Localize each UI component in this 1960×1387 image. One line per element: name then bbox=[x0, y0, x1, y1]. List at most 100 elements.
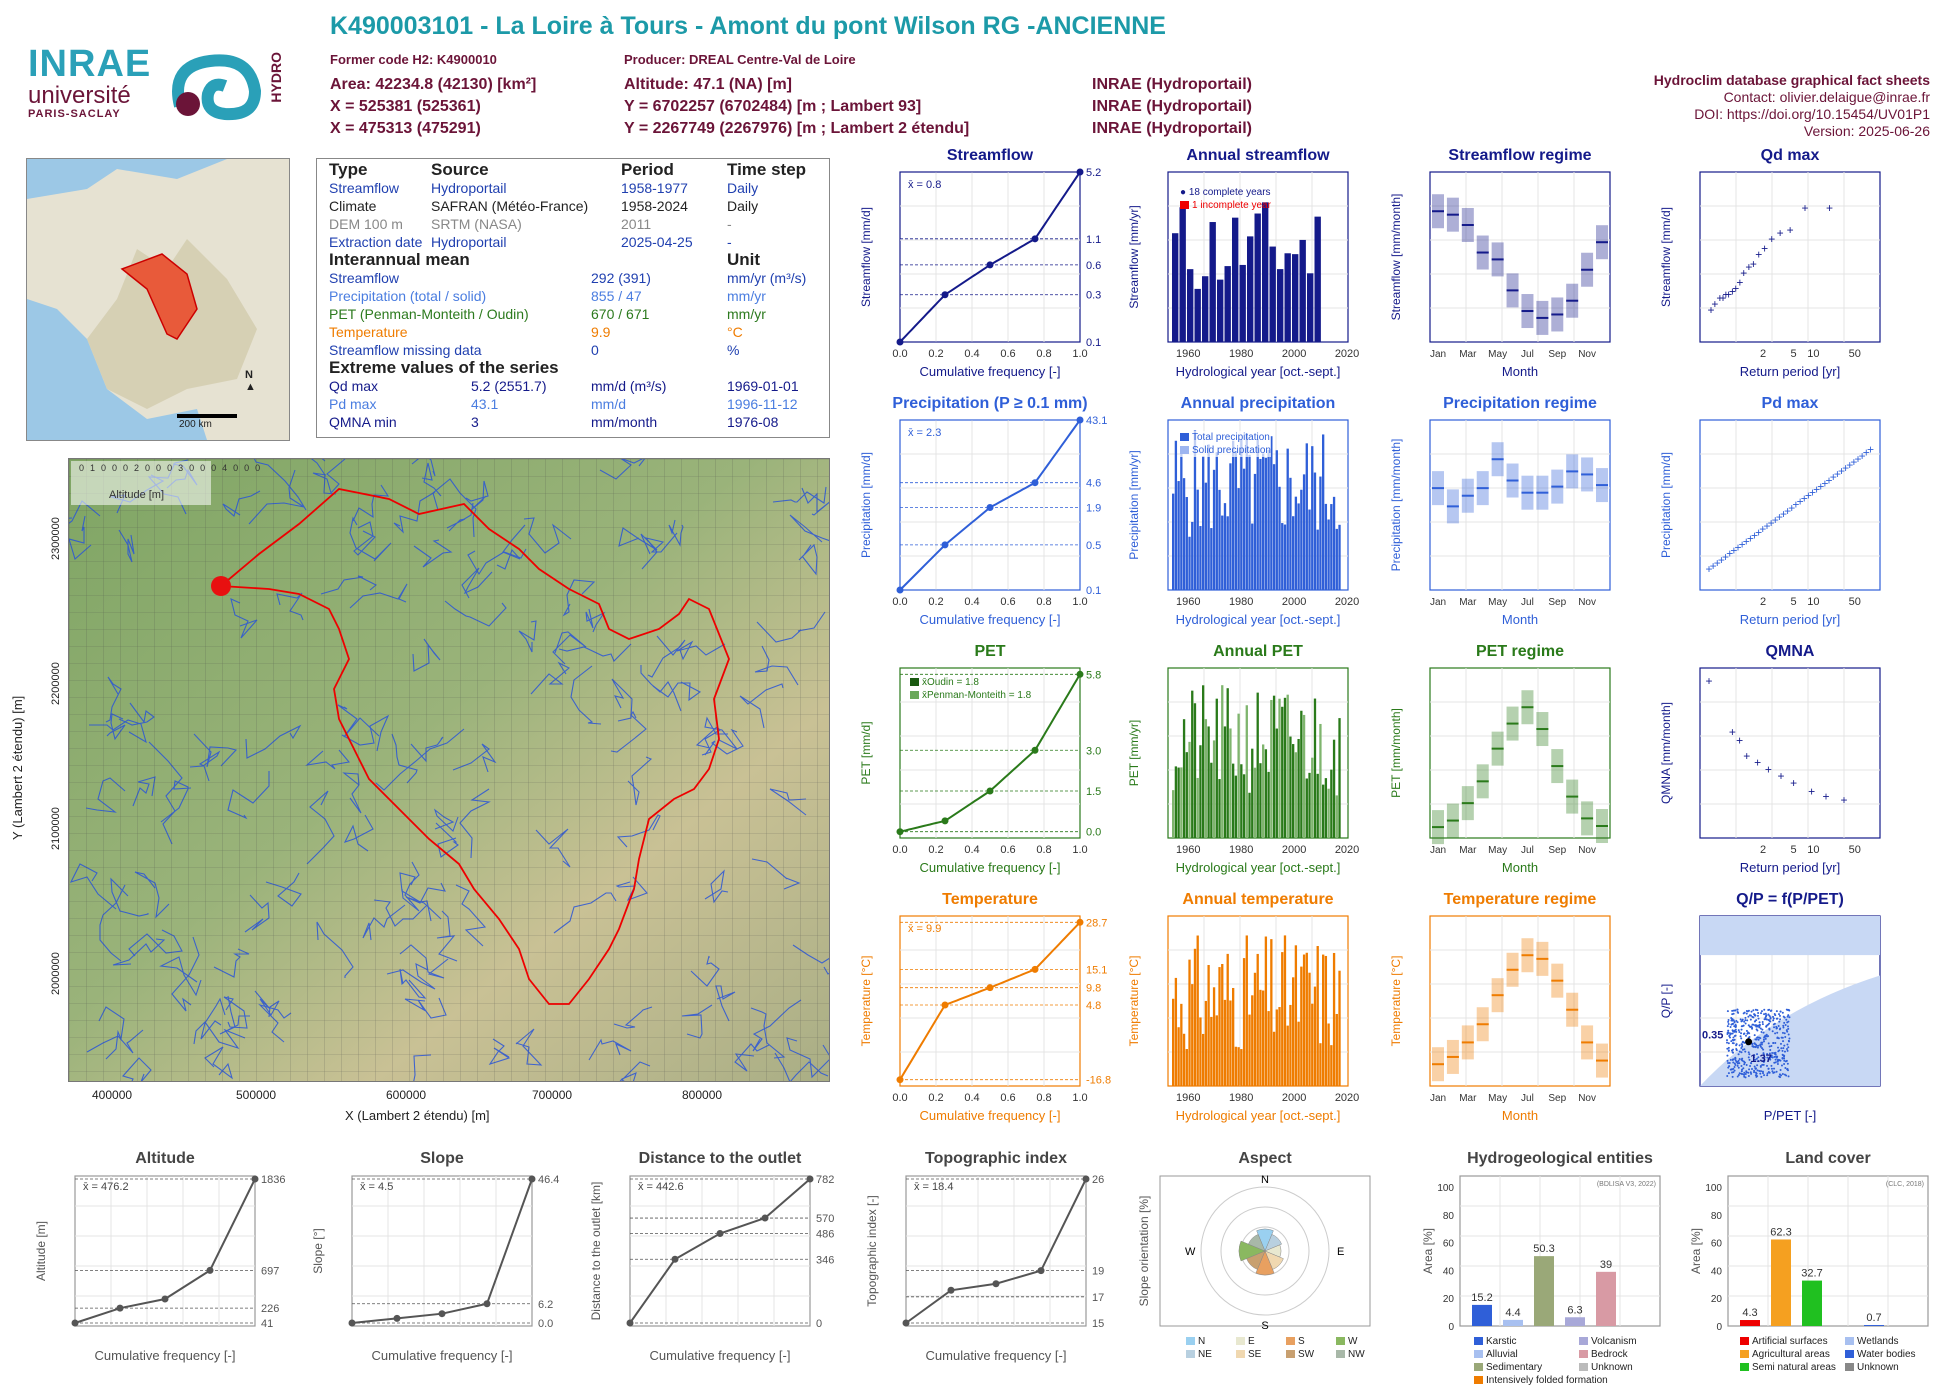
annual-bar bbox=[1256, 953, 1259, 1086]
qp-point bbox=[1741, 1048, 1744, 1051]
category-bar bbox=[1740, 1320, 1760, 1326]
x-axis-label: Cumulative frequency [-] bbox=[920, 364, 1061, 379]
return-period-point: + bbox=[1826, 473, 1833, 487]
mean-label: x̄ = 2.3 bbox=[908, 427, 941, 439]
x-tick-label: Mar bbox=[1459, 845, 1477, 856]
curve-point bbox=[986, 787, 994, 795]
qp-point bbox=[1741, 1059, 1744, 1062]
x-tick-label: 0.8 bbox=[1036, 844, 1051, 856]
qp-point bbox=[1739, 1035, 1742, 1038]
annual-bar bbox=[1322, 434, 1325, 590]
x-tick-label: 1960 bbox=[1176, 596, 1200, 608]
qp-point bbox=[1726, 1041, 1729, 1044]
x-tick-label: 1960 bbox=[1176, 1092, 1200, 1104]
chart-title: Annual precipitation bbox=[1180, 395, 1336, 412]
x-tick-label: 0.2 bbox=[928, 844, 943, 856]
qp-point bbox=[1752, 1023, 1755, 1026]
annual-bar bbox=[1226, 688, 1229, 838]
annual-bar bbox=[1262, 453, 1265, 590]
annual-bar bbox=[1302, 954, 1306, 1086]
qp-point bbox=[1784, 1024, 1787, 1027]
qp-point bbox=[1756, 1036, 1759, 1039]
annual-bar bbox=[1297, 738, 1300, 838]
map-xtick: 700000 bbox=[532, 1088, 573, 1102]
qp-point bbox=[1757, 1056, 1760, 1059]
rose-label: N bbox=[1261, 1174, 1269, 1186]
right-tick-label: 3.0 bbox=[1086, 745, 1101, 757]
qp-point bbox=[1744, 1016, 1747, 1019]
qp-point bbox=[1786, 1049, 1789, 1052]
x-tick-label: 2000 bbox=[1282, 348, 1306, 360]
x-tick-label: 2020 bbox=[1335, 348, 1359, 360]
x-tick-label: 2020 bbox=[1335, 844, 1359, 856]
annual-bar bbox=[1207, 726, 1210, 838]
annual-bar bbox=[1313, 698, 1317, 838]
qp-point bbox=[1780, 1047, 1783, 1050]
map-legend-title: Altitude [m] bbox=[109, 489, 165, 501]
return-period-point: + bbox=[1821, 476, 1828, 490]
qp-point bbox=[1759, 1043, 1762, 1046]
qp-point bbox=[1783, 1050, 1786, 1053]
curve-point bbox=[896, 586, 904, 594]
qp-point bbox=[1781, 1057, 1784, 1060]
bar-value-label: 15.2 bbox=[1471, 1292, 1492, 1304]
qp-point bbox=[1758, 1023, 1761, 1026]
annual-bar bbox=[1182, 719, 1186, 838]
doi[interactable]: DOI: https://doi.org/10.15454/UV01P1 bbox=[1694, 106, 1930, 122]
qp-point bbox=[1762, 1072, 1765, 1075]
qp-point bbox=[1741, 1018, 1744, 1021]
x-tick-label: 0.4 bbox=[964, 348, 979, 360]
qp-point bbox=[1772, 1023, 1775, 1026]
chart-title: PET bbox=[974, 643, 1006, 660]
qp-point bbox=[1785, 1029, 1788, 1032]
contact[interactable]: Contact: olivier.delaigue@inrae.fr bbox=[1723, 89, 1930, 105]
qp-point bbox=[1726, 1025, 1729, 1028]
qp-point bbox=[1780, 1036, 1783, 1039]
plot-frame bbox=[1699, 171, 1881, 343]
plot-frame bbox=[899, 915, 1081, 1087]
qp-point bbox=[1743, 1020, 1746, 1023]
qp-point bbox=[1739, 1018, 1742, 1021]
x-tick-label: Nov bbox=[1578, 845, 1596, 856]
y-axis-label: PET [mm/month] bbox=[1389, 708, 1403, 798]
qp-point bbox=[1787, 1027, 1790, 1030]
qp-point bbox=[1778, 1020, 1781, 1023]
qp-point bbox=[1772, 1015, 1775, 1018]
qp-point bbox=[1734, 1056, 1737, 1059]
annual-bar bbox=[1259, 458, 1262, 590]
annual-bar bbox=[1327, 788, 1330, 838]
qp-point bbox=[1781, 1053, 1784, 1056]
qp-point bbox=[1727, 1046, 1730, 1049]
qp-point bbox=[1749, 1018, 1752, 1021]
curve-point bbox=[896, 338, 904, 346]
map-xtick: 500000 bbox=[236, 1088, 277, 1102]
plot-frame bbox=[899, 667, 1081, 839]
x-tick-label: 2020 bbox=[1335, 596, 1359, 608]
annual-bar bbox=[1215, 698, 1218, 838]
x-tick-label: 5 bbox=[1791, 348, 1797, 360]
annual-bar bbox=[1283, 524, 1287, 590]
x-tick-label: 0.6 bbox=[1000, 1092, 1015, 1104]
qp-point bbox=[1731, 1059, 1734, 1062]
qp-point bbox=[1778, 1075, 1781, 1078]
qp-point bbox=[1756, 1075, 1759, 1078]
return-period-point: + bbox=[1745, 260, 1752, 274]
annual-bar bbox=[1251, 748, 1254, 838]
map-legend-ticks: 01000200030004000 bbox=[79, 463, 267, 473]
aspect-sector bbox=[1256, 1228, 1274, 1252]
return-period-point: + bbox=[1787, 223, 1794, 237]
curve-point bbox=[1031, 965, 1039, 973]
inrae-logo: INRAE université PARIS-SACLAY bbox=[28, 43, 152, 120]
qp-point bbox=[1763, 1074, 1766, 1077]
qp-point bbox=[1730, 1023, 1733, 1026]
annual-bar bbox=[1191, 521, 1194, 590]
annual-bar bbox=[1245, 935, 1248, 1086]
qp-point bbox=[1780, 1064, 1783, 1067]
return-period-point: + bbox=[1743, 534, 1750, 548]
x-tick-label: 1980 bbox=[1229, 844, 1253, 856]
mean-label: x̄ = 9.9 bbox=[908, 923, 941, 935]
y-axis-label: Precipitation [mm/d] bbox=[859, 452, 873, 558]
annual-bar bbox=[1215, 452, 1218, 590]
qp-point bbox=[1760, 1030, 1763, 1033]
annual-bar bbox=[1188, 536, 1191, 590]
